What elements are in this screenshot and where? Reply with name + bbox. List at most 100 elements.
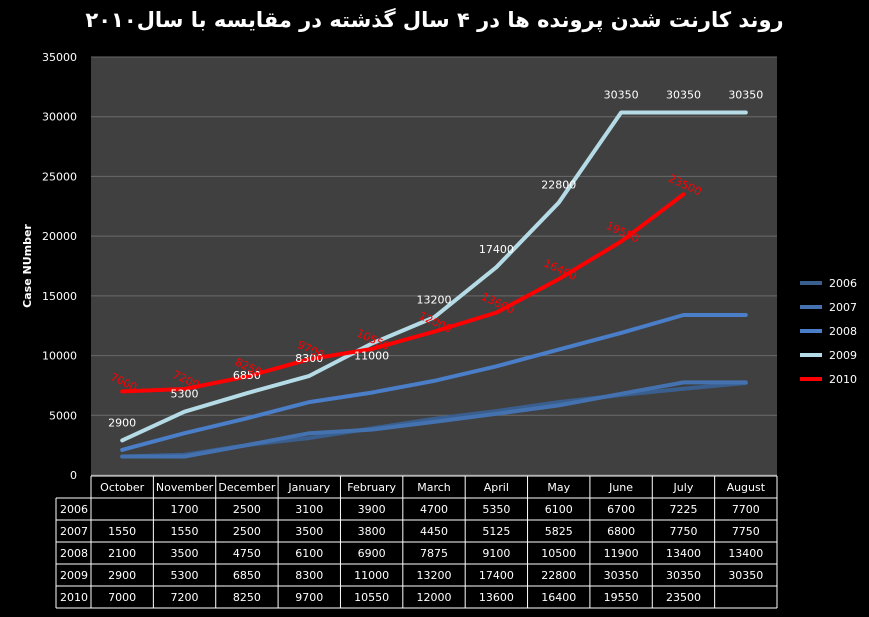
table-cell: 10500 <box>541 547 576 560</box>
data-label-2009: 2900 <box>108 416 136 429</box>
table-cell: 7700 <box>732 503 760 516</box>
table-cell: 11900 <box>604 547 639 560</box>
table-cell: 2500 <box>233 525 261 538</box>
table-cell: 2500 <box>233 503 261 516</box>
table-header-cell: November <box>156 481 214 494</box>
table-cell: 13600 <box>479 591 514 604</box>
y-tick-label: 35000 <box>42 51 77 64</box>
table-row-label: 2009 <box>60 569 88 582</box>
table-cell: 10550 <box>354 591 389 604</box>
table-header-cell: June <box>608 481 633 494</box>
table-header-cell: January <box>287 481 330 494</box>
data-label-2009: 22800 <box>541 179 576 192</box>
table-cell: 6900 <box>358 547 386 560</box>
y-tick-label: 5000 <box>49 409 77 422</box>
table-cell: 7000 <box>108 591 136 604</box>
data-label-2009: 13200 <box>417 293 452 306</box>
data-label-2009: 30350 <box>728 89 763 102</box>
table-cell: 11000 <box>354 569 389 582</box>
table-cell: 3900 <box>358 503 386 516</box>
table-cell: 5350 <box>482 503 510 516</box>
table-cell: 1700 <box>171 503 199 516</box>
data-label-2009: 8300 <box>295 352 323 365</box>
table-header-cell: February <box>347 481 396 494</box>
y-tick-label: 20000 <box>42 230 77 243</box>
table-row-label: 2008 <box>60 547 88 560</box>
data-label-2009: 6850 <box>233 369 261 382</box>
plot-area <box>91 56 777 476</box>
data-label-2009: 30350 <box>666 89 701 102</box>
table-cell: 9100 <box>482 547 510 560</box>
table-cell: 2100 <box>108 547 136 560</box>
y-tick-label: 25000 <box>42 170 77 183</box>
data-table: October November December January February Ma… <box>55 475 778 609</box>
table-header-cell: July <box>673 481 694 494</box>
table-cell: 30350 <box>666 569 701 582</box>
table-cell: 7200 <box>171 591 199 604</box>
table-header-cell: December <box>218 481 276 494</box>
table-cell: 1550 <box>108 525 136 538</box>
table-header-cell: October <box>100 481 144 494</box>
table-cell: 13200 <box>417 569 452 582</box>
table-cell: 6100 <box>295 547 323 560</box>
table-cell: 5125 <box>482 525 510 538</box>
table-cell: 9700 <box>295 591 323 604</box>
table-cell: 16400 <box>541 591 576 604</box>
series-line-2007 <box>120 380 748 459</box>
y-tick-label: 15000 <box>42 290 77 303</box>
table-cell: 7875 <box>420 547 448 560</box>
table-cell: 4750 <box>233 547 261 560</box>
table-cell: 1550 <box>171 525 199 538</box>
table-cell: 8250 <box>233 591 261 604</box>
table-cell: 23500 <box>666 591 701 604</box>
table-cell: 8300 <box>295 569 323 582</box>
data-label-2009: 17400 <box>479 243 514 256</box>
legend-label-2008: 2008 <box>829 325 857 338</box>
table-cell: 7750 <box>669 525 697 538</box>
series-line-2008 <box>120 313 748 452</box>
table-cell: 30350 <box>604 569 639 582</box>
table-cell: 2900 <box>108 569 136 582</box>
series-line-2009 <box>120 110 748 443</box>
table-cell: 6100 <box>545 503 573 516</box>
table-header-cell: April <box>484 481 509 494</box>
y-axis: 0 5000 10000 15000 20000 25000 30000 35000 Case … <box>21 51 77 482</box>
table-cell: 7225 <box>669 503 697 516</box>
y-axis-label: Case NUmber <box>21 224 34 308</box>
table-header-cell: March <box>417 481 451 494</box>
table-cell: 3100 <box>295 503 323 516</box>
table-cell: 6850 <box>233 569 261 582</box>
table-cell: 13400 <box>728 547 763 560</box>
legend-label-2007: 2007 <box>829 301 857 314</box>
series-line-2010 <box>120 192 686 394</box>
table-cell: 13400 <box>666 547 701 560</box>
table-cell: 17400 <box>479 569 514 582</box>
table-row-label: 2007 <box>60 525 88 538</box>
table-header-cell: May <box>547 481 570 494</box>
legend-label-2006: 2006 <box>829 277 857 290</box>
table-cell: 6800 <box>607 525 635 538</box>
table-cell: 3800 <box>358 525 386 538</box>
table-cell: 5825 <box>545 525 573 538</box>
table-cell: 22800 <box>541 569 576 582</box>
data-label-2009: 5300 <box>171 388 199 401</box>
table-cell: 19550 <box>604 591 639 604</box>
data-label-2009: 30350 <box>604 89 639 102</box>
plot-background <box>91 57 777 475</box>
chart-title: روند کارنت شدن پرونده ها در ۴ سال گذشته … <box>85 8 784 32</box>
table-row-label: 2010 <box>60 591 88 604</box>
y-tick-label: 0 <box>70 469 77 482</box>
table-cell: 4450 <box>420 525 448 538</box>
table-cell: 3500 <box>295 525 323 538</box>
y-tick-label: 10000 <box>42 350 77 363</box>
legend-label-2010: 2010 <box>829 373 857 386</box>
table-cell: 7750 <box>732 525 760 538</box>
legend-label-2009: 2009 <box>829 349 857 362</box>
table-cell: 30350 <box>728 569 763 582</box>
table-row-label: 2006 <box>60 503 88 516</box>
table-cell: 3500 <box>171 547 199 560</box>
table-cell: 6700 <box>607 503 635 516</box>
table-header-cell: August <box>727 481 766 494</box>
data-label-2009: 11000 <box>354 350 389 363</box>
